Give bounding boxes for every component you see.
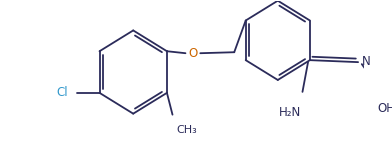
Text: N: N bbox=[362, 55, 371, 68]
Text: CH₃: CH₃ bbox=[176, 125, 197, 134]
Text: O: O bbox=[188, 47, 198, 60]
Text: OH: OH bbox=[377, 102, 392, 115]
Text: H₂N: H₂N bbox=[278, 106, 301, 119]
Text: Cl: Cl bbox=[56, 86, 68, 99]
